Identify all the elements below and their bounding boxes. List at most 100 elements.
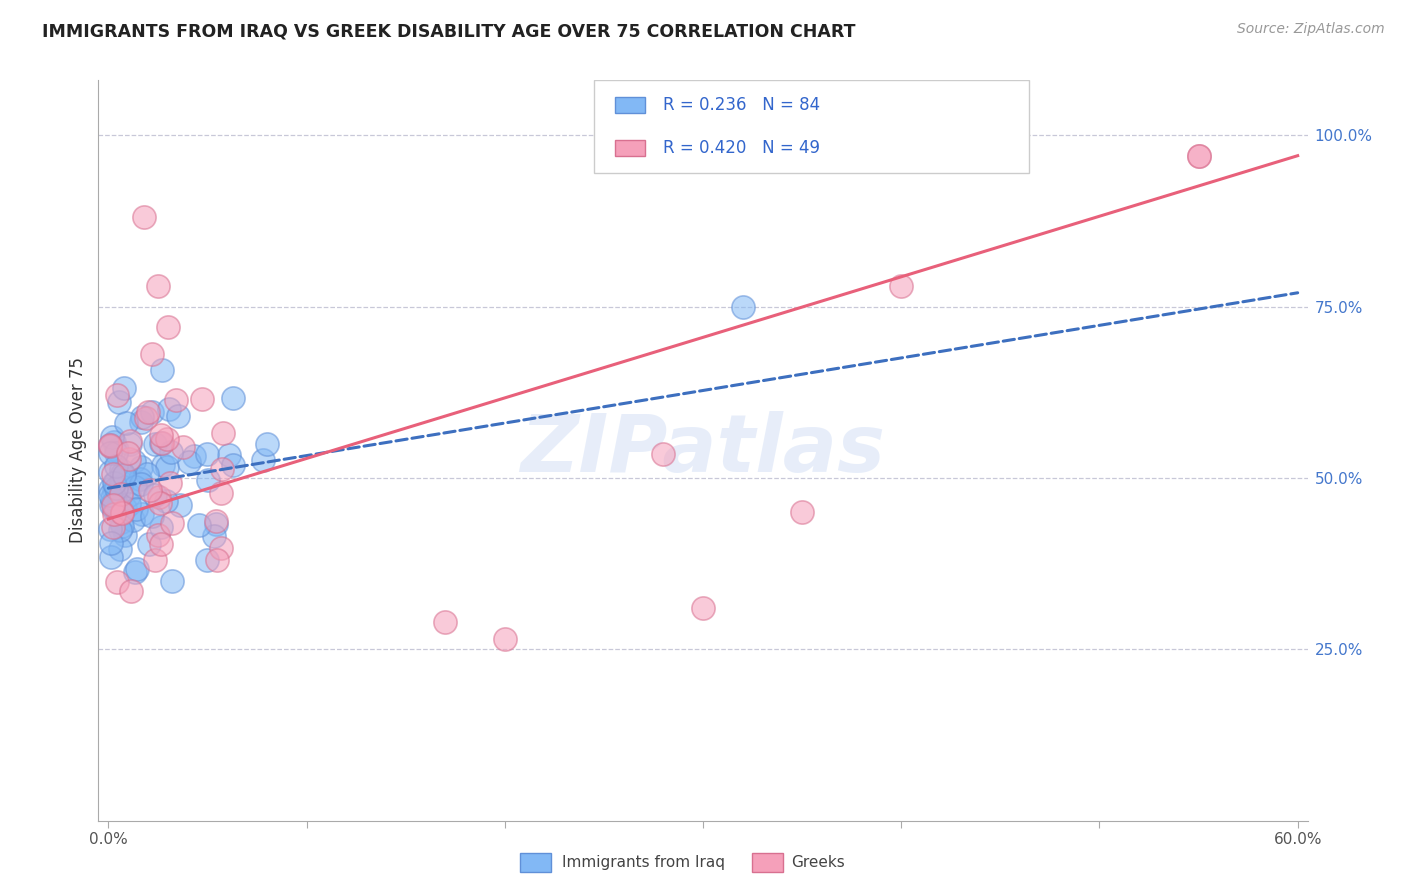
Point	[188, 518, 211, 533]
Point	[115, 416, 138, 430]
Point	[197, 473, 219, 487]
Point	[100, 498, 122, 512]
Point	[146, 279, 169, 293]
Point	[129, 459, 152, 474]
Point	[143, 553, 166, 567]
Point	[124, 566, 146, 580]
Point	[218, 448, 240, 462]
Point	[209, 541, 232, 555]
Point	[103, 475, 125, 490]
Point	[105, 446, 128, 460]
Point	[117, 488, 139, 502]
Point	[105, 458, 128, 473]
Point	[111, 505, 134, 519]
Point	[146, 528, 169, 542]
Point	[100, 535, 122, 549]
Point	[211, 461, 233, 475]
Point	[101, 491, 124, 505]
Point	[149, 495, 172, 509]
Point	[124, 480, 146, 494]
Point	[1187, 149, 1209, 163]
Point	[191, 392, 214, 406]
Point	[110, 463, 132, 477]
Point	[118, 434, 141, 448]
Point	[120, 437, 142, 451]
Point	[252, 452, 274, 467]
Point	[165, 392, 187, 407]
Point	[148, 490, 170, 504]
FancyBboxPatch shape	[595, 80, 1029, 173]
Point	[122, 454, 145, 468]
Point	[105, 575, 128, 590]
Point	[98, 439, 121, 453]
Point	[108, 395, 131, 409]
Point	[222, 458, 245, 472]
Point	[101, 520, 124, 534]
Point	[98, 488, 121, 502]
Y-axis label: Disability Age Over 75: Disability Age Over 75	[69, 358, 87, 543]
Point	[197, 553, 219, 567]
Point	[139, 483, 162, 498]
Point	[100, 549, 122, 564]
Point	[100, 465, 122, 479]
Point	[150, 520, 173, 534]
Point	[731, 300, 754, 314]
Point	[132, 211, 155, 225]
Point	[222, 391, 245, 405]
Point	[112, 381, 135, 395]
Point	[136, 405, 159, 419]
Point	[100, 430, 122, 444]
FancyBboxPatch shape	[614, 97, 645, 113]
Point	[114, 527, 136, 541]
Point	[131, 507, 153, 521]
Point	[104, 493, 127, 508]
Point	[162, 516, 184, 530]
Point	[149, 537, 172, 551]
Point	[169, 498, 191, 512]
Point	[118, 496, 141, 510]
Point	[129, 477, 152, 491]
Point	[104, 481, 127, 495]
Point	[105, 503, 128, 517]
Point	[183, 449, 205, 463]
Point	[890, 279, 912, 293]
Point	[692, 601, 714, 615]
Point	[652, 447, 675, 461]
Text: R = 0.236   N = 84: R = 0.236 N = 84	[664, 96, 820, 114]
Text: Immigrants from Iraq: Immigrants from Iraq	[562, 855, 725, 870]
Point	[125, 501, 148, 516]
Point	[103, 503, 125, 517]
Point	[110, 479, 132, 493]
Point	[790, 505, 813, 519]
Point	[143, 437, 166, 451]
Point	[105, 388, 128, 402]
Point	[149, 436, 172, 450]
Point	[112, 468, 135, 483]
Point	[177, 454, 200, 468]
Point	[111, 519, 134, 533]
Point	[159, 475, 181, 490]
Point	[110, 487, 132, 501]
Text: Source: ZipAtlas.com: Source: ZipAtlas.com	[1237, 22, 1385, 37]
Point	[108, 524, 131, 538]
Point	[434, 615, 457, 629]
Point	[156, 320, 179, 334]
Point	[135, 411, 157, 425]
Point	[204, 529, 226, 543]
Point	[105, 443, 128, 458]
Point	[160, 574, 183, 588]
Point	[150, 428, 173, 442]
Point	[209, 486, 232, 500]
Point	[197, 447, 219, 461]
Point	[104, 476, 127, 491]
Point	[1187, 149, 1209, 163]
Point	[103, 507, 125, 521]
Point	[104, 494, 127, 508]
Point	[172, 441, 194, 455]
Point	[129, 472, 152, 486]
Point	[98, 522, 121, 536]
Point	[103, 483, 125, 498]
Text: Greeks: Greeks	[792, 855, 845, 870]
Point	[141, 347, 163, 361]
Point	[117, 446, 139, 460]
